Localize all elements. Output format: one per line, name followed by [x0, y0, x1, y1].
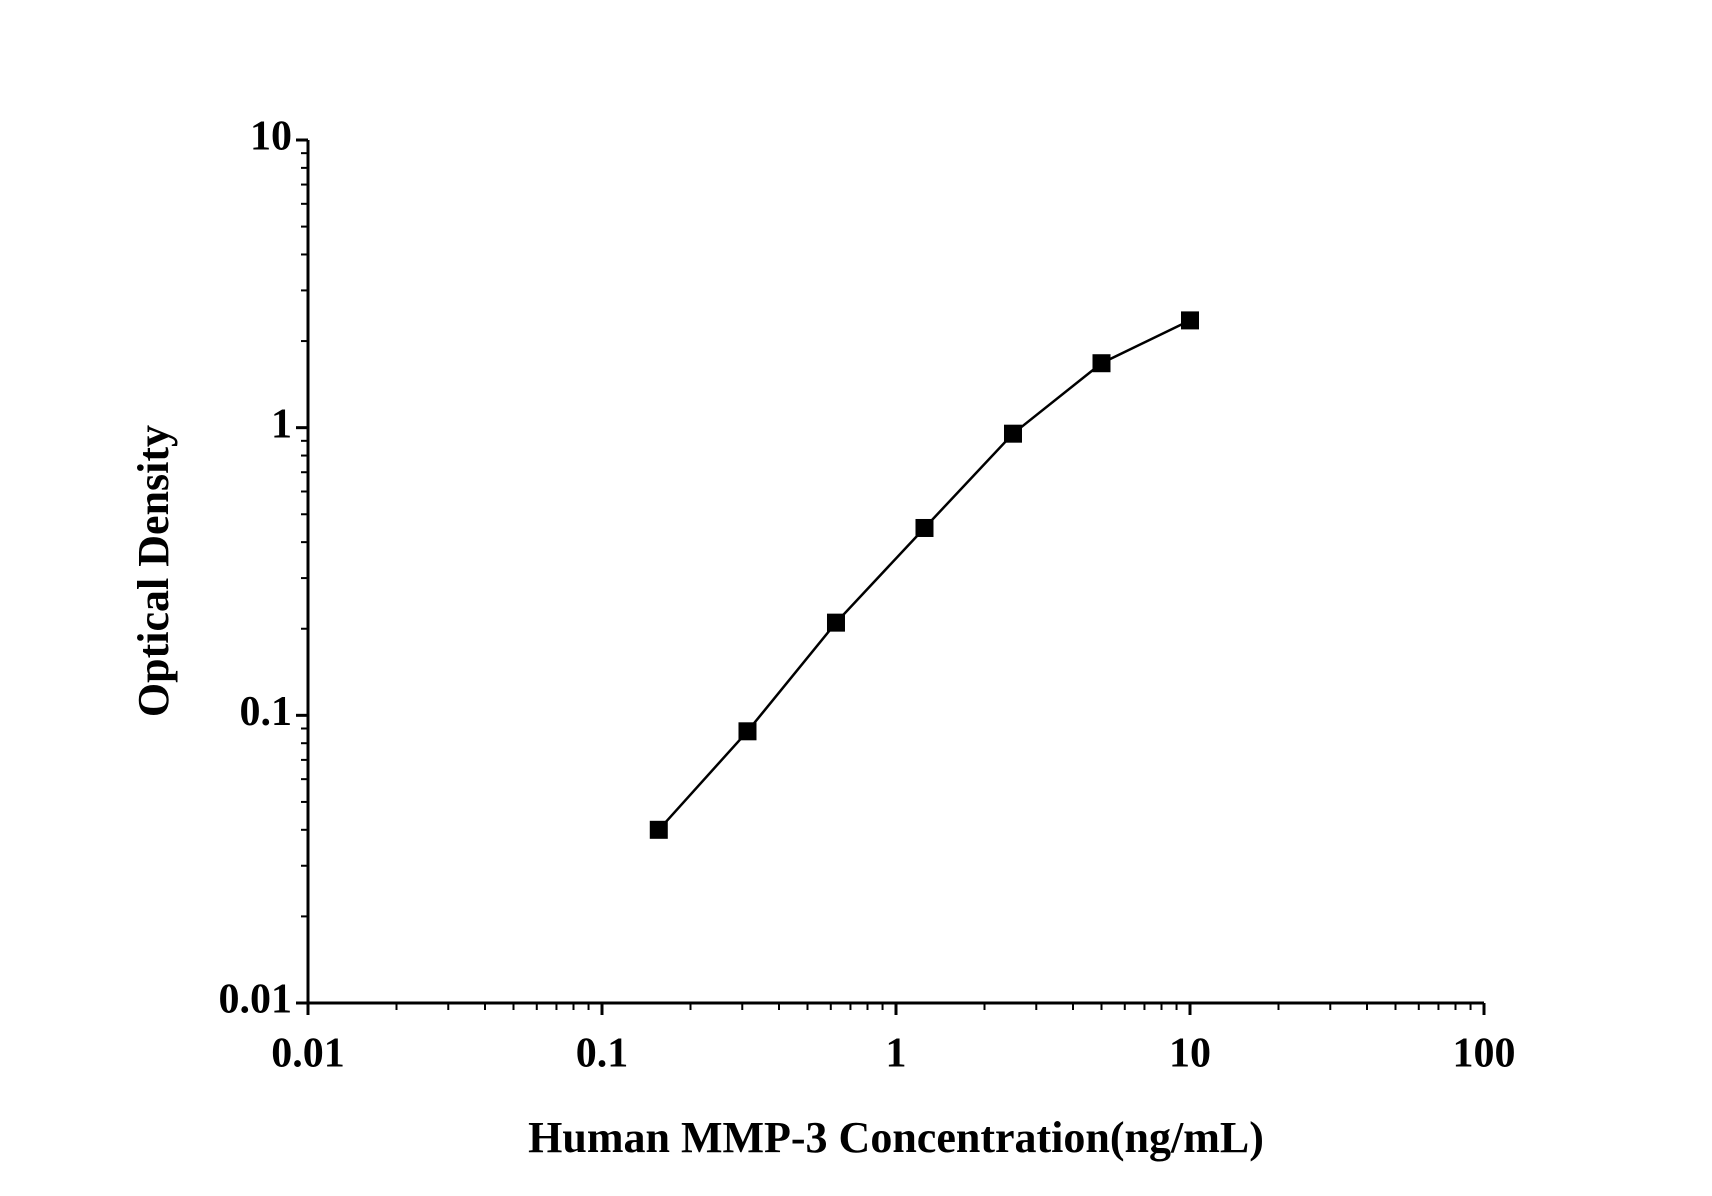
- marker: [1181, 311, 1199, 330]
- x-axis-label: Human MMP-3 Concentration(ng/mL): [528, 1113, 1264, 1162]
- marker: [649, 820, 668, 839]
- x-tick-label: 0.1: [576, 1031, 629, 1077]
- x-tick-label: 10: [1169, 1031, 1211, 1077]
- x-tick-label: 1: [886, 1031, 907, 1077]
- marker: [915, 518, 934, 537]
- y-tick-label: 0.1: [240, 689, 293, 735]
- x-tick-label: 100: [1453, 1031, 1516, 1077]
- x-tick-label: 0.01: [271, 1031, 345, 1077]
- y-tick-label: 1: [271, 401, 292, 447]
- marker: [738, 722, 757, 741]
- marker: [826, 613, 845, 632]
- y-tick-label: 10: [250, 114, 292, 160]
- line: [657, 319, 1191, 831]
- y-tick-label: 0.01: [219, 977, 293, 1023]
- marker: [1092, 354, 1111, 373]
- y-axis-label: Optical Density: [129, 425, 178, 717]
- marker: [1003, 424, 1022, 443]
